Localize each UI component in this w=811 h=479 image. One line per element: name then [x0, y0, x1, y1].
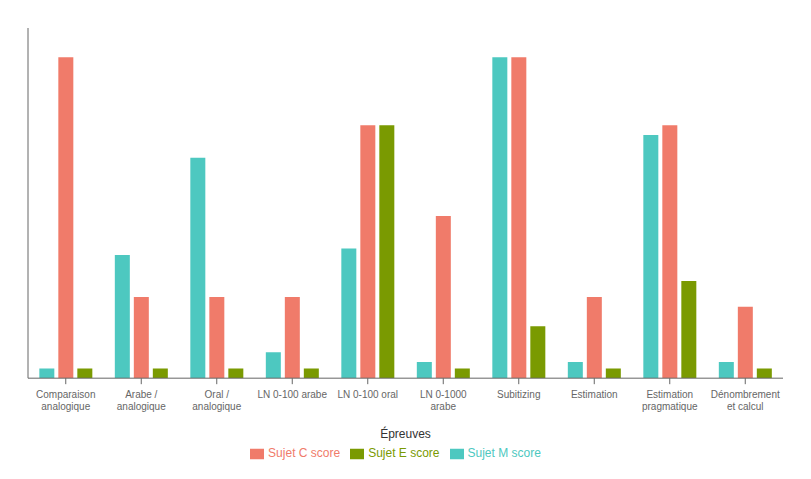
html-text:Sujet E score: Sujet E score	[368, 446, 440, 461]
svg-text:Oral /analogique: Oral /analogique	[192, 389, 241, 412]
svg-text:Arabe /analogique: Arabe /analogique	[117, 389, 166, 412]
svg-text:Subitizing: Subitizing	[497, 389, 540, 400]
svg-text:Estimationpragmatique: Estimationpragmatique	[642, 389, 698, 412]
svg-text:Dénombrementet calcul: Dénombrementet calcul	[711, 389, 780, 412]
svg-text:LN 0-100 oral: LN 0-100 oral	[337, 389, 398, 400]
svg-text:LN 0-1000arabe: LN 0-1000arabe	[420, 389, 467, 412]
svg-text:Comparaisonanalogique: Comparaisonanalogique	[36, 389, 95, 412]
html-text:Sujet M score: Sujet M score	[467, 446, 541, 461]
svg-text:Épreuves: Épreuves	[380, 426, 431, 441]
svg-text:Estimation: Estimation	[571, 389, 618, 400]
svg-text:LN 0-100 arabe: LN 0-100 arabe	[258, 389, 328, 400]
html-text:Sujet C score: Sujet C score	[268, 446, 341, 461]
